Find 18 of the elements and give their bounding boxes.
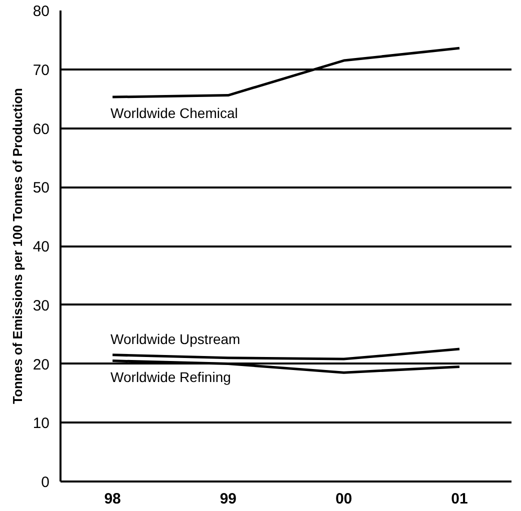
line-series — [111, 348, 461, 360]
x-tick-label: 98 — [104, 490, 121, 508]
y-tick-label: 60 — [32, 120, 50, 138]
y-tick-label: 20 — [32, 356, 50, 374]
x-tick-label: 00 — [335, 490, 352, 508]
y-tick-label: 50 — [32, 180, 50, 197]
y-tick-label: 80 — [32, 3, 50, 20]
series-label: Worldwide Refining — [110, 368, 231, 385]
y-tick-label: 70 — [32, 62, 50, 79]
series-label: Worldwide Chemical — [110, 105, 238, 122]
y-axis-title: Tonnes of Emissions per 100 Tonnes of Production — [10, 88, 25, 404]
y-tick-label: 10 — [32, 415, 50, 432]
x-tick-label: 01 — [451, 490, 468, 508]
x-tick-label: 99 — [220, 490, 237, 508]
series-label: Worldwide Upstream — [110, 330, 240, 347]
y-tick-label: 40 — [32, 238, 50, 256]
y-tick-label: 0 — [41, 474, 50, 491]
y-tick-label: 30 — [32, 297, 50, 314]
